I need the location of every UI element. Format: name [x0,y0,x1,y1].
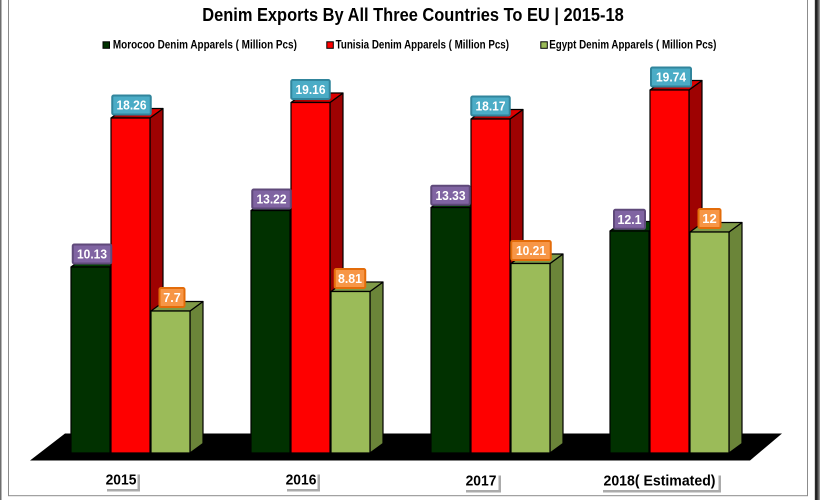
svg-text:19.16: 19.16 [296,82,326,97]
svg-text:2016: 2016 [286,471,317,488]
svg-text:Denim Exports By All Three Cou: Denim Exports By All Three Countries To … [202,5,624,25]
svg-text:2017: 2017 [466,472,497,489]
svg-text:2018( Estimated): 2018( Estimated) [604,472,716,489]
svg-text:Morocoo Denim Apparels ( Mill: Morocoo Denim Apparels ( Million Pcs) [113,40,297,52]
svg-text:10.13: 10.13 [77,247,107,262]
svg-text:13.22: 13.22 [257,192,287,207]
svg-text:12.1: 12.1 [618,212,642,227]
svg-text:10.21: 10.21 [516,243,546,258]
svg-text:7.7: 7.7 [163,290,181,305]
svg-text:18.26: 18.26 [117,98,147,113]
svg-text:Egypt Denim Apparels ( Millio: Egypt Denim Apparels ( Million Pcs) [549,40,716,52]
svg-text:19.74: 19.74 [656,70,687,85]
svg-text:13.33: 13.33 [436,188,466,203]
svg-text:12: 12 [702,211,717,226]
svg-text:2015: 2015 [106,471,137,488]
svg-text:Tunisia Denim Apparels ( Mill: Tunisia Denim Apparels ( Million Pcs) [336,40,510,52]
svg-text:8.81: 8.81 [338,271,362,286]
svg-text:18.17: 18.17 [476,99,506,114]
